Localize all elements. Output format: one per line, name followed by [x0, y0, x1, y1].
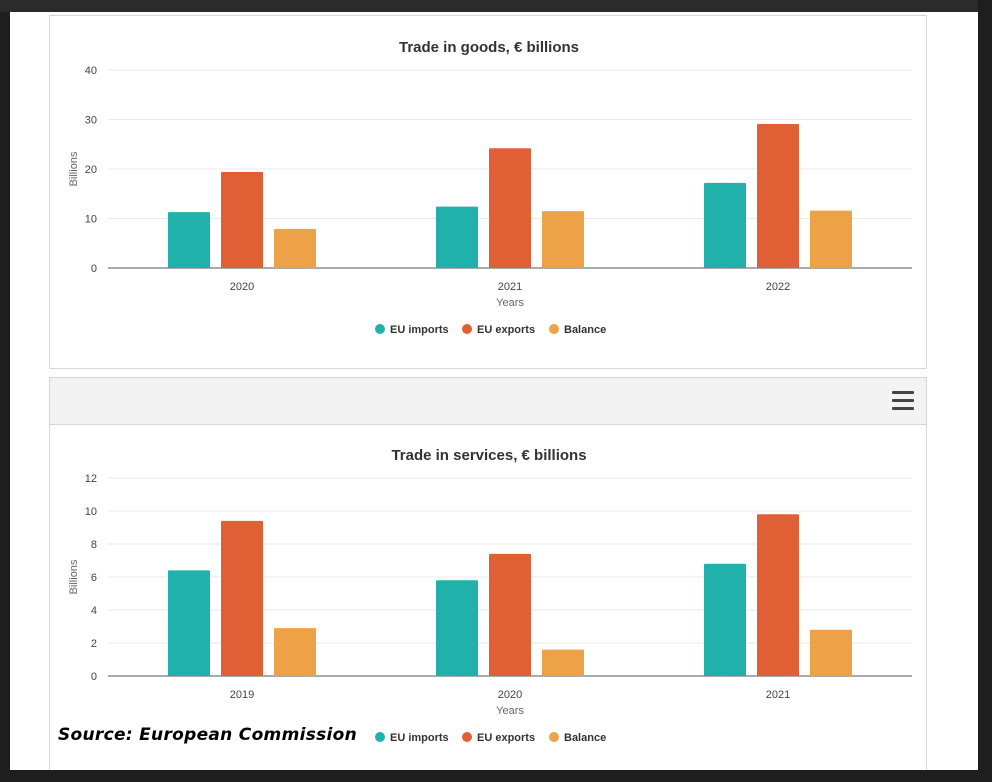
y-tick-label: 40 [85, 65, 97, 77]
bar-balance-2022[interactable] [810, 210, 852, 268]
bar-eu-exports-2022[interactable] [757, 123, 799, 268]
y-tick-label: 6 [91, 572, 97, 584]
bar-eu-imports-2021[interactable] [704, 563, 746, 676]
window-top-border [0, 0, 992, 12]
bar-eu-exports-2021[interactable] [489, 148, 531, 268]
x-axis-title: Years [496, 297, 524, 309]
legend-marker [375, 324, 385, 334]
x-tick-label: 2019 [230, 689, 254, 701]
y-tick-label: 4 [91, 605, 97, 617]
legend-marker [462, 324, 472, 334]
y-axis-title: Billions [68, 151, 80, 186]
bar-eu-imports-2020[interactable] [168, 212, 210, 268]
x-axis-title: Years [496, 705, 524, 717]
chart-title: Trade in goods, € billions [399, 39, 579, 56]
legend-item-eu-imports[interactable]: EU imports [375, 324, 449, 336]
bar-balance-2021[interactable] [542, 211, 584, 268]
services-chart-panel: Trade in services, € billions 0 2 4 6 8 10 12 Bi… [49, 377, 927, 770]
chart-title: Trade in services, € billions [391, 447, 586, 464]
chart-toolbar [50, 378, 926, 425]
bar-eu-exports-2020[interactable] [221, 171, 263, 268]
y-tick-label: 30 [85, 115, 97, 127]
x-tick-label: 2021 [498, 281, 522, 293]
bar-eu-exports-2020[interactable] [489, 553, 531, 676]
legend-marker [549, 732, 559, 742]
goods-chart: Trade in goods, € billions 0 10 20 30 40 Billi… [68, 39, 912, 336]
y-axis-title: Billions [68, 559, 80, 594]
bar-balance-2020[interactable] [542, 649, 584, 676]
y-tick-label: 12 [85, 473, 97, 485]
goods-chart-panel: Trade in goods, € billions 0 10 20 30 40 Billi… [49, 15, 927, 369]
legend-marker [462, 732, 472, 742]
bar-eu-imports-2022[interactable] [704, 182, 746, 268]
bar-eu-imports-2020[interactable] [436, 580, 478, 676]
legend-marker [549, 324, 559, 334]
x-tick-label: 2020 [230, 281, 254, 293]
legend-label: EU imports [390, 324, 449, 336]
y-tick-label: 8 [91, 539, 97, 551]
hamburger-menu-icon[interactable] [892, 391, 914, 411]
bar-eu-exports-2019[interactable] [221, 520, 263, 676]
x-tick-label: 2021 [766, 689, 790, 701]
window-bottom-border [0, 770, 992, 782]
bar-balance-2020[interactable] [274, 228, 316, 268]
y-tick-label: 10 [85, 506, 97, 518]
window-right-border [978, 0, 992, 782]
services-chart: Trade in services, € billions 0 2 4 6 8 10 12 Bi… [68, 447, 912, 744]
legend-item-balance[interactable]: Balance [549, 324, 606, 336]
y-tick-label: 10 [85, 214, 97, 226]
bar-balance-2021[interactable] [810, 629, 852, 676]
legend-label: EU exports [477, 324, 535, 336]
y-tick-label: 20 [85, 164, 97, 176]
bar-eu-imports-2019[interactable] [168, 570, 210, 676]
bar-eu-exports-2021[interactable] [757, 514, 799, 676]
source-caption: Source: European Commission [58, 725, 358, 745]
legend-item-eu-imports[interactable]: EU imports [375, 732, 449, 744]
legend-item-balance[interactable]: Balance [549, 732, 606, 744]
page: Trade in goods, € billions 0 10 20 30 40 Billi… [10, 12, 978, 770]
legend-item-eu-exports[interactable]: EU exports [462, 324, 535, 336]
x-tick-label: 2020 [498, 689, 522, 701]
bar-eu-imports-2021[interactable] [436, 206, 478, 268]
legend-item-eu-exports[interactable]: EU exports [462, 732, 535, 744]
x-tick-label: 2022 [766, 281, 790, 293]
legend-label: EU imports [390, 732, 449, 744]
legend-label: EU exports [477, 732, 535, 744]
bar-balance-2019[interactable] [274, 628, 316, 676]
y-tick-label: 0 [91, 263, 97, 275]
legend-label: Balance [564, 324, 606, 336]
legend-marker [375, 732, 385, 742]
y-tick-label: 2 [91, 638, 97, 650]
y-tick-label: 0 [91, 671, 97, 683]
legend-label: Balance [564, 732, 606, 744]
